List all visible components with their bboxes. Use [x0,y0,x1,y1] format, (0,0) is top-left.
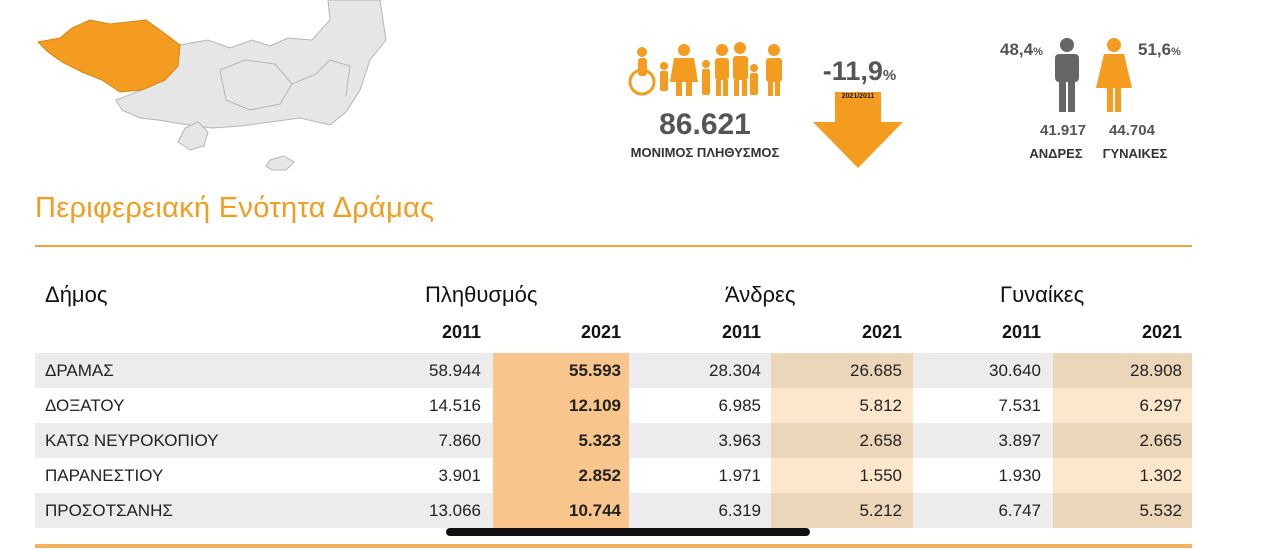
row-men-2021: 2.658 [859,431,902,450]
row-women-2011: 3.897 [998,431,1041,450]
row-men-2021: 1.550 [859,466,902,485]
row-municipality: ΠΡΟΣΟΤΣΑΝΗΣ [45,501,173,520]
year-women-2011: 2011 [1001,322,1041,342]
male-count: 41.917 [1040,122,1086,139]
row-municipality: ΚΑΤΩ ΝΕΥΡΟΚΟΠΙΟΥ [45,431,219,450]
row-men-2021: 5.812 [859,396,902,415]
female-person-icon [1096,38,1132,112]
population-label: ΜΟΝΙΜΟΣ ΠΛΗΘΥΣΜΟΣ [630,145,780,160]
home-indicator[interactable] [446,528,810,536]
female-label: ΓΥΝΑΙΚΕΣ [1102,146,1168,161]
row-women-2021: 2.665 [1139,431,1182,450]
year-men-2021: 2021 [861,322,902,342]
row-men-2011: 6.985 [718,396,761,415]
row-pop-2011: 3.901 [438,466,481,485]
row-pop-2021: 12.109 [569,396,621,415]
row-pop-2021: 55.593 [569,361,621,380]
row-women-2021: 1.302 [1139,466,1182,485]
female-share: 51,6% [1138,40,1181,59]
down-arrow-icon [813,92,903,168]
row-men-2021: 26.685 [850,361,902,380]
row-municipality: ΠΑΡΑΝΕΣΤΙΟΥ [45,466,164,485]
population-table: Δήμος Πληθυσμός Άνδρες Γυναίκες 2011 202… [35,270,1192,528]
row-pop-2011: 58.944 [429,361,481,380]
row-women-2011: 30.640 [989,361,1041,380]
year-pop-2011: 2011 [441,322,481,342]
row-pop-2021: 10.744 [569,501,621,520]
male-label: ΑΝΔΡΕΣ [1029,146,1083,161]
row-pop-2021: 5.323 [578,431,621,450]
population-change: -11,9% [822,56,897,86]
table-header-years: 2011 2021 2011 2021 2011 2021 [35,320,1192,353]
row-pop-2021: 2.852 [578,466,621,485]
row-men-2011: 1.971 [718,466,761,485]
header-municipality: Δήμος [45,282,108,307]
row-municipality: ΔΡΑΜΑΣ [45,361,114,380]
year-men-2011: 2011 [721,322,761,342]
table-row: ΔΡΑΜΑΣ 58.944 55.593 28.304 26.685 30.64… [35,353,1192,388]
header-population: Πληθυσμός [425,282,538,307]
male-person-icon [1055,38,1079,112]
row-pop-2011: 13.066 [429,501,481,520]
page-title: Περιφερειακή Ενότητα Δράμας [35,192,435,224]
region-map-icon [36,0,387,171]
row-pop-2011: 14.516 [429,396,481,415]
table-row: ΠΡΟΣΟΤΣΑΝΗΣ 13.066 10.744 6.319 5.212 6.… [35,493,1192,528]
change-period: 2021/2011 [841,93,875,100]
male-share: 48,4% [1000,40,1043,59]
people-group-icon [628,42,782,96]
year-pop-2021: 2021 [580,322,621,342]
table-header-groups: Δήμος Πληθυσμός Άνδρες Γυναίκες [35,270,1192,320]
table-row: ΠΑΡΑΝΕΣΤΙΟΥ 3.901 2.852 1.971 1.550 1.93… [35,458,1192,493]
female-count: 44.704 [1109,122,1155,139]
table-row: ΚΑΤΩ ΝΕΥΡΟΚΟΠΙΟΥ 7.860 5.323 3.963 2.658… [35,423,1192,458]
row-women-2021: 6.297 [1139,396,1182,415]
row-men-2011: 3.963 [718,431,761,450]
row-municipality: ΔΟΞΑΤΟΥ [45,396,125,415]
year-women-2021: 2021 [1141,322,1182,342]
row-men-2011: 28.304 [709,361,761,380]
header-women: Γυναίκες [1000,282,1085,307]
row-men-2021: 5.212 [859,501,902,520]
bottom-divider [35,544,1192,548]
header-men: Άνδρες [725,282,796,307]
row-women-2011: 6.747 [998,501,1041,520]
row-women-2011: 1.930 [998,466,1041,485]
table-row: ΔΟΞΑΤΟΥ 14.516 12.109 6.985 5.812 7.531 … [35,388,1192,423]
row-women-2011: 7.531 [998,396,1041,415]
row-men-2011: 6.319 [718,501,761,520]
row-women-2021: 28.908 [1130,361,1182,380]
population-total: 86.621 [659,108,751,141]
row-women-2021: 5.532 [1139,501,1182,520]
row-pop-2011: 7.860 [438,431,481,450]
title-divider [35,245,1192,247]
